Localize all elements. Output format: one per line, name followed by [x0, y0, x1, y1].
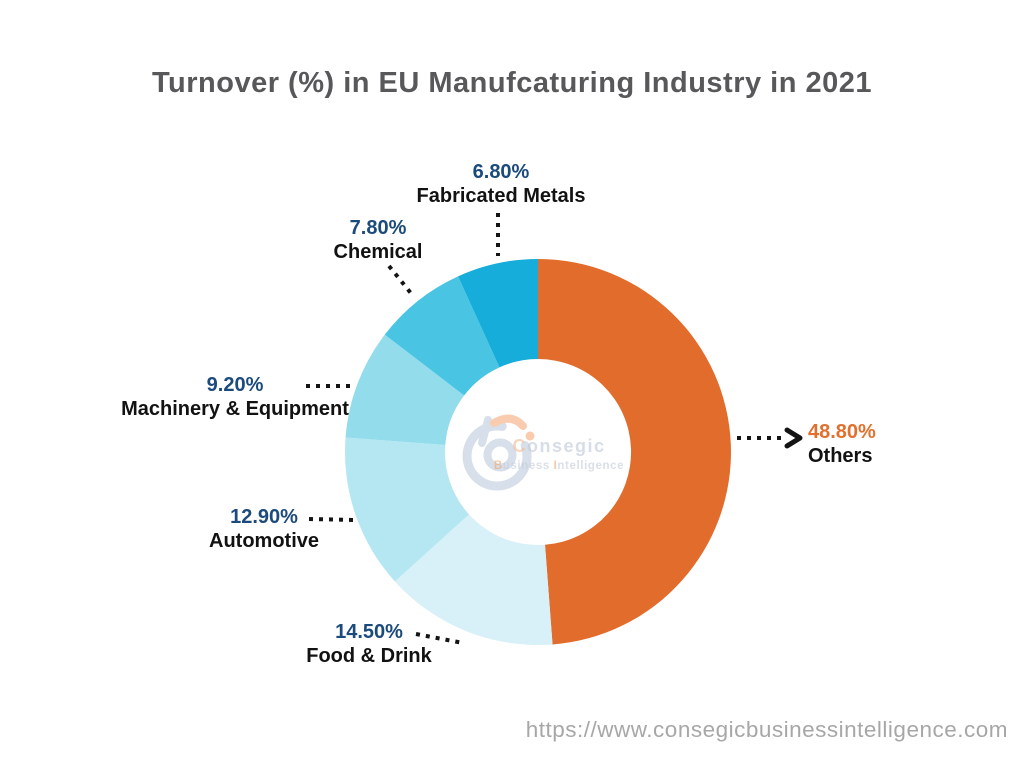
donut-slice-automotive: [345, 437, 470, 582]
callout-others: 48.80% Others: [808, 420, 876, 468]
donut-slice-machinery-equipment: [345, 334, 465, 445]
brand-name: Consegic: [512, 436, 606, 456]
label-machinery-equipment: Machinery & Equipment: [121, 398, 349, 420]
pct-others: 48.80%: [808, 421, 876, 443]
label-chemical: Chemical: [333, 241, 423, 263]
donut-slice-food-drink: [394, 514, 553, 645]
donut-slice-others: [538, 259, 731, 645]
donut-slice-fabricated-metals: [458, 259, 538, 368]
website-url-link[interactable]: https://www.consegicbusinessintelligence…: [525, 717, 1008, 742]
donut-slices: [345, 259, 731, 645]
leader-line-food-drink: [415, 632, 464, 645]
brand-tagline: Business Intelligence: [493, 460, 625, 472]
label-automotive: Automotive: [209, 530, 319, 552]
pct-food-drink: 14.50%: [335, 621, 403, 643]
brand-watermark: Consegic Business Intelligence: [494, 436, 624, 476]
callout-food-drink: 14.50% Food & Drink: [306, 620, 432, 668]
donut-slice-chemical: [384, 276, 500, 396]
leader-line-chemical: [387, 264, 416, 299]
label-others: Others: [808, 445, 873, 467]
callout-fabricated-metals: 6.80% Fabricated Metals: [417, 160, 586, 208]
pct-machinery-equipment: 9.20%: [206, 374, 264, 396]
callout-automotive: 12.90% Automotive: [209, 505, 319, 553]
label-food-drink: Food & Drink: [306, 645, 432, 667]
callout-chemical: 7.80% Chemical: [334, 216, 423, 264]
chart-title: Turnover (%) in EU Manufcaturing Industr…: [151, 67, 873, 99]
label-fabricated-metals: Fabricated Metals: [416, 185, 586, 207]
pct-fabricated-metals: 6.80%: [472, 161, 530, 183]
pct-automotive: 12.90%: [230, 506, 298, 528]
callout-machinery-equipment: 9.20% Machinery & Equipment: [121, 373, 349, 421]
leader-line-automotive: [308, 517, 356, 522]
brand-logo-icon: [462, 414, 535, 491]
pct-chemical: 7.80%: [349, 217, 407, 239]
arrowhead-icon: [784, 427, 803, 449]
